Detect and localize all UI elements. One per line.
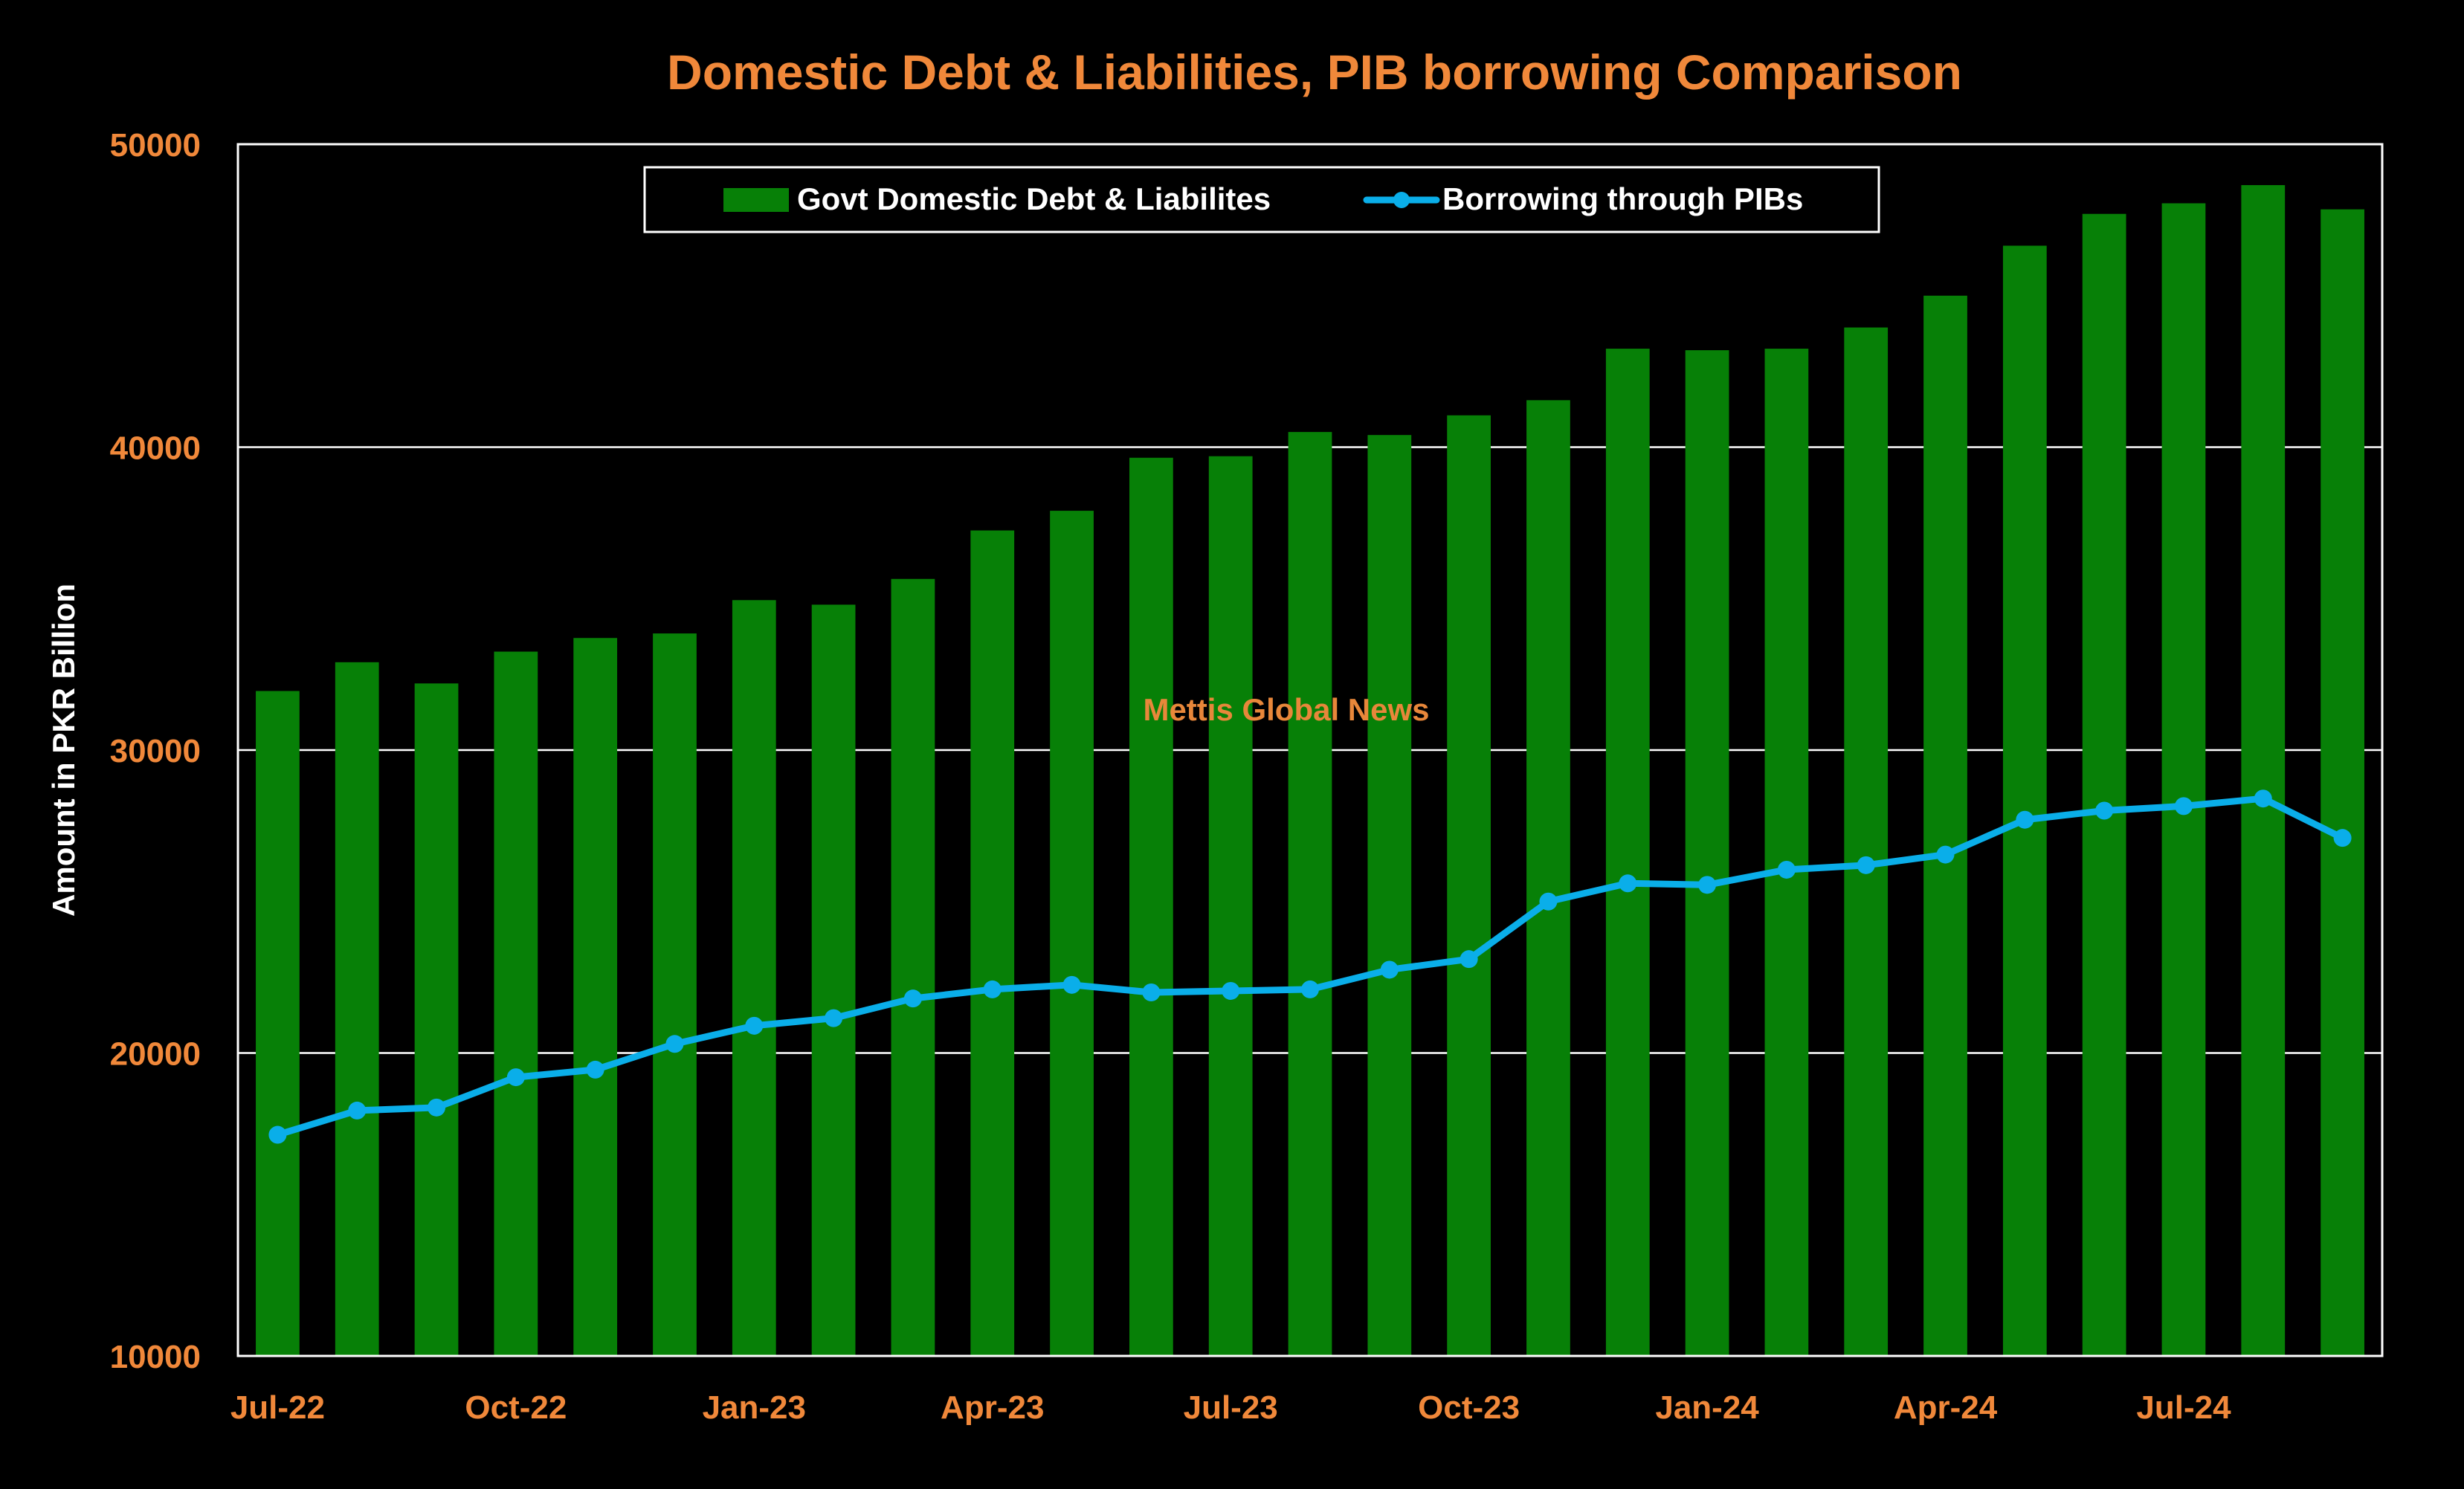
x-axis-ticks: Jul-22 Oct-22 Jan-23 Apr-23 Jul-23 Oct-23 Jan-… [230, 1389, 2231, 1426]
line-point [1301, 980, 1319, 998]
line-point [586, 1060, 604, 1079]
line-point [903, 989, 922, 1008]
legend-bar-swatch [723, 188, 789, 212]
bar [1129, 457, 1173, 1357]
x-tick-label: Jul-22 [230, 1389, 325, 1426]
y-tick-label: 10000 [110, 1339, 201, 1375]
line-series [268, 789, 2352, 1144]
line-point [1380, 960, 1399, 979]
bar [335, 662, 379, 1356]
line-point [665, 1035, 684, 1053]
legend-bar-label: Govt Domestic Debt & Liabilites [797, 181, 1271, 216]
bar [1208, 456, 1253, 1356]
bar [1923, 295, 1967, 1356]
y-tick-label: 40000 [110, 430, 201, 467]
line-point [1936, 845, 1955, 864]
x-tick-label: Jan-24 [1655, 1389, 1759, 1426]
line-point [2254, 789, 2272, 808]
x-tick-label: Oct-22 [465, 1389, 567, 1426]
x-tick-label: Apr-23 [941, 1389, 1044, 1426]
bar [256, 691, 300, 1356]
line-point [1857, 856, 1875, 874]
bar [1447, 415, 1491, 1356]
line-point [1222, 981, 1240, 1000]
plot-frame [236, 143, 2384, 1357]
line-point [1619, 874, 1637, 893]
line-point [2095, 801, 2114, 820]
legend-line-label: Borrowing through PIBs [1442, 181, 1803, 216]
x-tick-label: Jul-24 [2136, 1389, 2231, 1426]
bar [1288, 432, 1332, 1356]
line-point [1460, 950, 1478, 969]
bar [1050, 511, 1094, 1357]
x-tick-label: Apr-24 [1894, 1389, 1998, 1426]
legend: Govt Domestic Debt & Liabilites Borrowin… [643, 166, 1880, 233]
bar [732, 600, 776, 1356]
line-point [1539, 892, 1558, 911]
bar [2082, 213, 2126, 1357]
bar [573, 638, 618, 1356]
line-point [1142, 983, 1161, 1001]
line-point [2174, 797, 2193, 815]
x-tick-label: Jan-23 [703, 1389, 806, 1426]
bar [970, 530, 1015, 1356]
line-point [2016, 810, 2034, 829]
y-tick-label: 50000 [110, 127, 201, 164]
bar [1764, 349, 1809, 1356]
line-point [745, 1016, 764, 1035]
y-axis-label: Amount in PKR Billion [46, 584, 81, 917]
line-point [825, 1009, 843, 1027]
line-point [1698, 876, 1717, 894]
bar [1844, 327, 1889, 1357]
bar [1605, 349, 1650, 1356]
line-point [1777, 860, 1796, 879]
y-tick-label: 30000 [110, 733, 201, 769]
line-point [428, 1098, 446, 1117]
bar [2321, 209, 2364, 1356]
chart-title: Domestic Debt & Liabilities, PIB borrowi… [667, 45, 1962, 100]
x-tick-label: Jul-23 [1184, 1389, 1278, 1426]
bar-series [256, 185, 2364, 1357]
bar [2002, 245, 2047, 1357]
y-axis-ticks: 10000 20000 30000 40000 50000 [110, 127, 201, 1375]
line-point [348, 1101, 367, 1120]
bar [811, 604, 856, 1356]
line-point [506, 1068, 525, 1087]
y-tick-label: 20000 [110, 1036, 201, 1073]
line-point [2333, 829, 2352, 847]
bar [2161, 203, 2206, 1356]
line-point [1062, 975, 1081, 994]
bar [2241, 185, 2286, 1357]
watermark: Mettis Global News [1143, 692, 1429, 727]
legend-line-marker [1393, 192, 1410, 208]
bar [891, 578, 935, 1357]
bar [1685, 350, 1729, 1357]
line-point [268, 1125, 287, 1144]
bar [494, 651, 538, 1356]
x-tick-label: Oct-23 [1418, 1389, 1520, 1426]
bar [653, 633, 697, 1356]
line-point [983, 980, 1002, 998]
legend-box [643, 166, 1880, 233]
bar [414, 683, 459, 1356]
bar [1526, 400, 1570, 1356]
bar [1367, 435, 1412, 1357]
